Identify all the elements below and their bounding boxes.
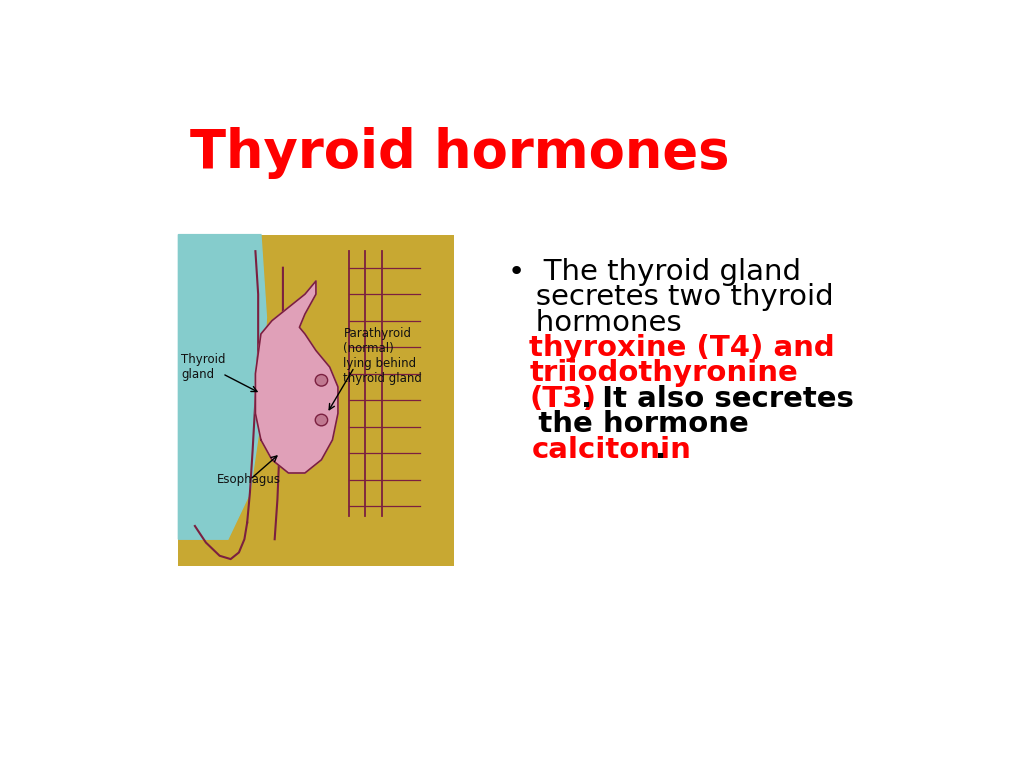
Text: hormones: hormones xyxy=(508,309,681,336)
Text: •  The thyroid gland: • The thyroid gland xyxy=(508,258,801,286)
Text: calcitonin: calcitonin xyxy=(531,435,691,464)
Text: . It also secretes: . It also secretes xyxy=(582,385,854,412)
Text: .: . xyxy=(655,435,667,464)
Ellipse shape xyxy=(315,414,328,425)
Text: (T3): (T3) xyxy=(529,385,596,412)
Polygon shape xyxy=(178,234,266,539)
Text: Esophagus: Esophagus xyxy=(217,473,281,486)
Text: Thyroid hormones: Thyroid hormones xyxy=(190,127,729,179)
Polygon shape xyxy=(255,281,338,473)
Text: Parathyroid
(normal)
lying behind
thyroid gland: Parathyroid (normal) lying behind thyroi… xyxy=(343,327,422,386)
Text: secretes two thyroid: secretes two thyroid xyxy=(508,283,834,311)
Bar xyxy=(178,234,454,566)
Ellipse shape xyxy=(315,375,328,386)
Text: thyroxine (T4) and: thyroxine (T4) and xyxy=(529,334,835,362)
Text: Thyroid
gland: Thyroid gland xyxy=(181,353,225,381)
Text: the hormone: the hormone xyxy=(508,410,749,439)
Text: triiodothyronine: triiodothyronine xyxy=(529,359,798,387)
